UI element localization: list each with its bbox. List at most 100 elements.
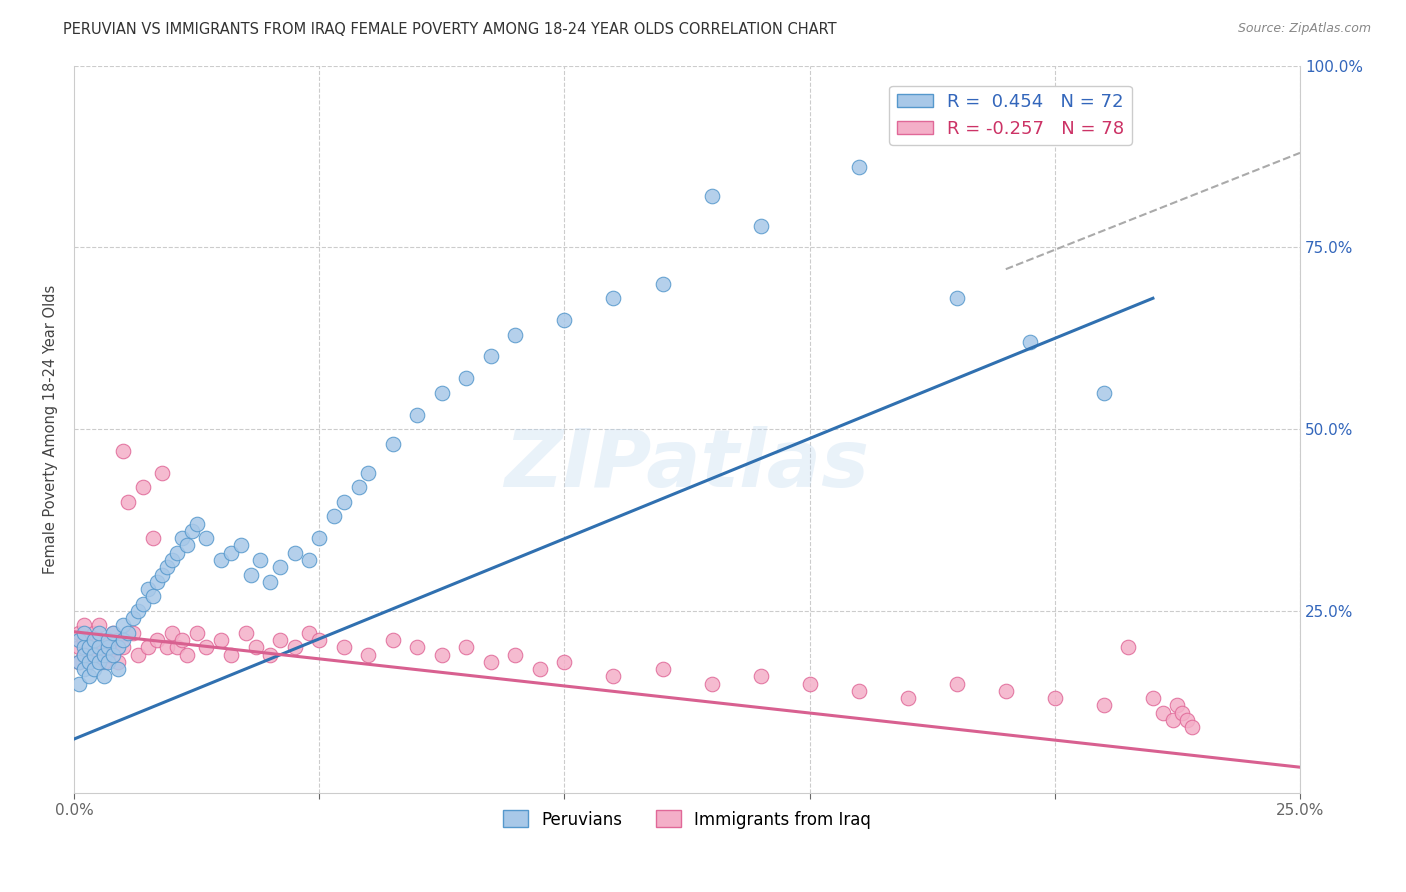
- Point: [180, 524, 202, 538]
- Point: [77, 655, 100, 669]
- Point: [83, 662, 105, 676]
- Point: [107, 640, 129, 655]
- Point: [1161, 713, 1184, 727]
- Legend: Peruvians, Immigrants from Iraq: Peruvians, Immigrants from Iraq: [496, 804, 877, 835]
- Point: [176, 648, 198, 662]
- Point: [127, 604, 149, 618]
- Point: [897, 691, 920, 706]
- Point: [505, 327, 527, 342]
- Point: [209, 553, 232, 567]
- Point: [87, 625, 110, 640]
- Point: [235, 625, 257, 640]
- Point: [97, 648, 120, 662]
- Point: [170, 531, 193, 545]
- Point: [93, 640, 115, 655]
- Point: [259, 574, 281, 589]
- Point: [73, 648, 96, 662]
- Point: [117, 495, 139, 509]
- Point: [1181, 720, 1204, 734]
- Point: [132, 480, 155, 494]
- Point: [333, 640, 356, 655]
- Point: [166, 640, 188, 655]
- Point: [284, 640, 307, 655]
- Point: [87, 640, 110, 655]
- Point: [97, 655, 120, 669]
- Point: [122, 625, 145, 640]
- Point: [848, 161, 870, 175]
- Point: [127, 648, 149, 662]
- Point: [848, 684, 870, 698]
- Point: [799, 676, 821, 690]
- Point: [209, 632, 232, 647]
- Point: [323, 509, 346, 524]
- Point: [259, 648, 281, 662]
- Point: [97, 640, 120, 655]
- Point: [1118, 640, 1140, 655]
- Point: [269, 632, 291, 647]
- Point: [73, 662, 96, 676]
- Point: [1043, 691, 1066, 706]
- Point: [150, 567, 173, 582]
- Point: [195, 640, 218, 655]
- Point: [195, 531, 218, 545]
- Point: [381, 632, 404, 647]
- Point: [122, 611, 145, 625]
- Point: [67, 625, 90, 640]
- Y-axis label: Female Poverty Among 18-24 Year Olds: Female Poverty Among 18-24 Year Olds: [44, 285, 58, 574]
- Point: [1166, 698, 1188, 713]
- Point: [529, 662, 551, 676]
- Point: [77, 632, 100, 647]
- Point: [77, 640, 100, 655]
- Point: [406, 408, 429, 422]
- Point: [93, 655, 115, 669]
- Point: [146, 574, 169, 589]
- Point: [700, 676, 723, 690]
- Point: [160, 625, 183, 640]
- Point: [1092, 385, 1115, 400]
- Point: [87, 648, 110, 662]
- Point: [430, 648, 453, 662]
- Point: [700, 189, 723, 203]
- Point: [67, 676, 90, 690]
- Point: [1171, 706, 1194, 720]
- Point: [308, 632, 330, 647]
- Point: [298, 553, 321, 567]
- Point: [142, 590, 165, 604]
- Point: [994, 684, 1017, 698]
- Point: [651, 277, 673, 291]
- Point: [308, 531, 330, 545]
- Point: [945, 291, 967, 305]
- Point: [298, 625, 321, 640]
- Point: [651, 662, 673, 676]
- Point: [87, 618, 110, 632]
- Point: [107, 632, 129, 647]
- Point: [136, 582, 159, 596]
- Point: [176, 538, 198, 552]
- Point: [112, 618, 135, 632]
- Point: [103, 648, 125, 662]
- Point: [553, 655, 575, 669]
- Point: [1092, 698, 1115, 713]
- Point: [749, 669, 772, 683]
- Point: [77, 655, 100, 669]
- Point: [357, 466, 380, 480]
- Point: [381, 436, 404, 450]
- Point: [406, 640, 429, 655]
- Point: [1142, 691, 1164, 706]
- Point: [430, 385, 453, 400]
- Point: [112, 640, 135, 655]
- Point: [136, 640, 159, 655]
- Point: [170, 632, 193, 647]
- Point: [83, 632, 105, 647]
- Point: [112, 444, 135, 458]
- Point: [103, 625, 125, 640]
- Point: [112, 632, 135, 647]
- Point: [456, 640, 478, 655]
- Point: [146, 632, 169, 647]
- Point: [602, 291, 624, 305]
- Point: [103, 640, 125, 655]
- Point: [87, 632, 110, 647]
- Point: [83, 640, 105, 655]
- Point: [269, 560, 291, 574]
- Point: [73, 640, 96, 655]
